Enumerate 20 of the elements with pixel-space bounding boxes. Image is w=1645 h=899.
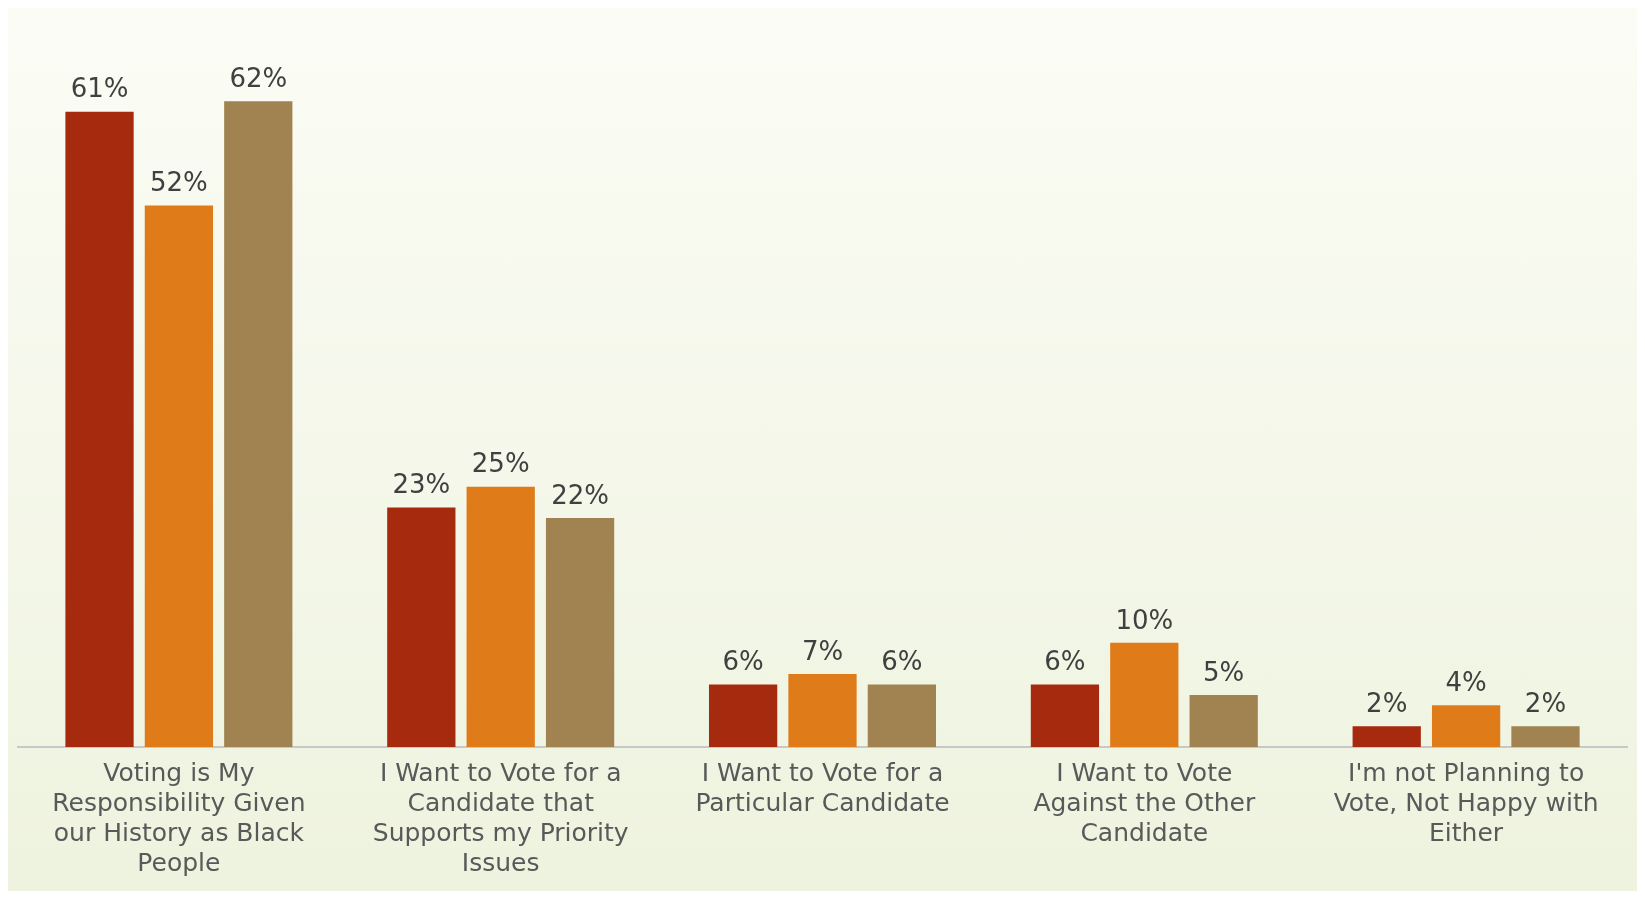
data-label: 10% [1115,604,1174,635]
data-label: 23% [392,469,451,500]
data-label: 61% [70,73,129,104]
data-label: 22% [551,479,609,510]
x-tick-label: I'm not Planning to Vote, Not Happy with Either [1333,757,1599,847]
x-tick-label: I Want to Vote for a Candidate that Supports my Priority Issues [372,757,629,877]
x-tick-label: I Want to Vote Against the Other Candidate [1033,757,1256,847]
data-label: 25% [471,448,530,479]
data-label: 6% [722,646,764,677]
data-label: 6% [1044,646,1086,677]
x-tick-label: I Want to Vote for a Particular Candidate [695,757,950,817]
data-label: 2% [1524,687,1567,718]
x-tick-label: Voting is My Responsibility Given our History as Black People [52,757,306,877]
data-label: 4% [1445,667,1487,698]
data-label: 5% [1203,656,1245,687]
data-label: 2% [1366,687,1408,718]
data-label: 52% [150,167,208,198]
data-label: 62% [229,63,288,94]
data-label: 6% [881,646,923,677]
data-label: 7% [801,635,844,666]
